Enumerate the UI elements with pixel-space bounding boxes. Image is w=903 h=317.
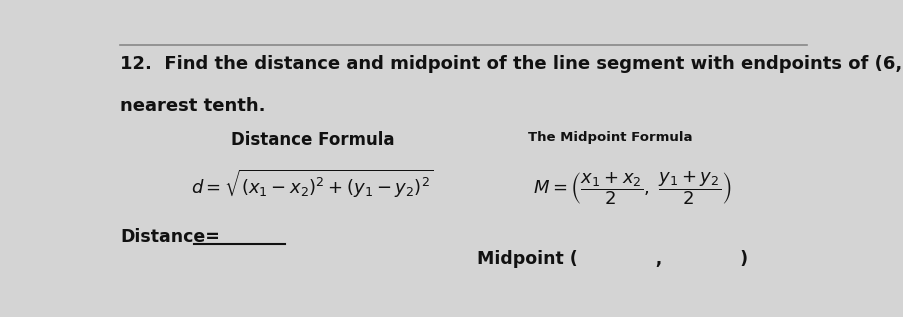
Text: $M = \left(\dfrac{x_1 + x_2}{2},\ \dfrac{y_1 + y_2}{2}\right)$: $M = \left(\dfrac{x_1 + x_2}{2},\ \dfrac… — [533, 170, 731, 208]
Text: Distance=: Distance= — [120, 229, 219, 246]
Text: Distance Formula: Distance Formula — [230, 131, 394, 149]
Text: nearest tenth.: nearest tenth. — [120, 97, 265, 115]
Text: The Midpoint Formula: The Midpoint Formula — [527, 131, 692, 144]
Text: 12.  Find the distance and midpoint of the line segment with endpoints of (6, -2: 12. Find the distance and midpoint of th… — [120, 55, 903, 73]
Text: Midpoint (             ,             ): Midpoint ( , ) — [477, 250, 748, 268]
Text: $d = \sqrt{(x_1 - x_2)^2 + (y_1 - y_2)^2}$: $d = \sqrt{(x_1 - x_2)^2 + (y_1 - y_2)^2… — [191, 167, 433, 200]
